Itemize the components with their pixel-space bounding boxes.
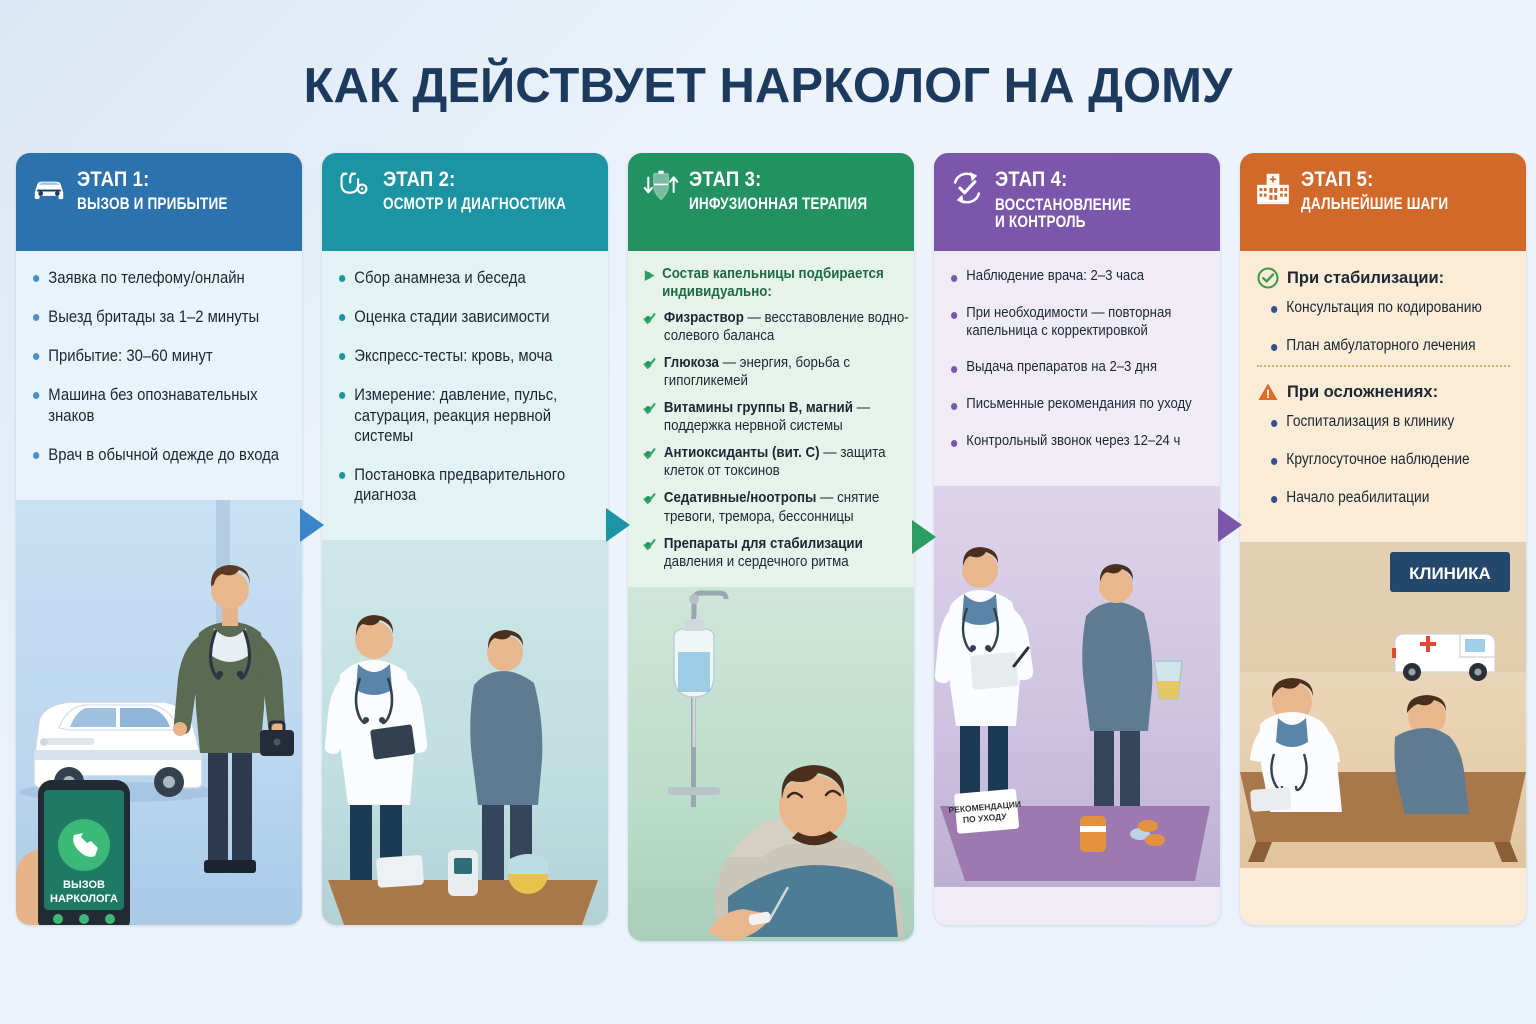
svg-text:ВЫЗОВ: ВЫЗОВ [63,879,105,891]
svg-text:НАРКОЛОГА: НАРКОЛОГА [50,893,118,905]
svg-text:КЛИНИКА: КЛИНИКА [1409,564,1491,583]
